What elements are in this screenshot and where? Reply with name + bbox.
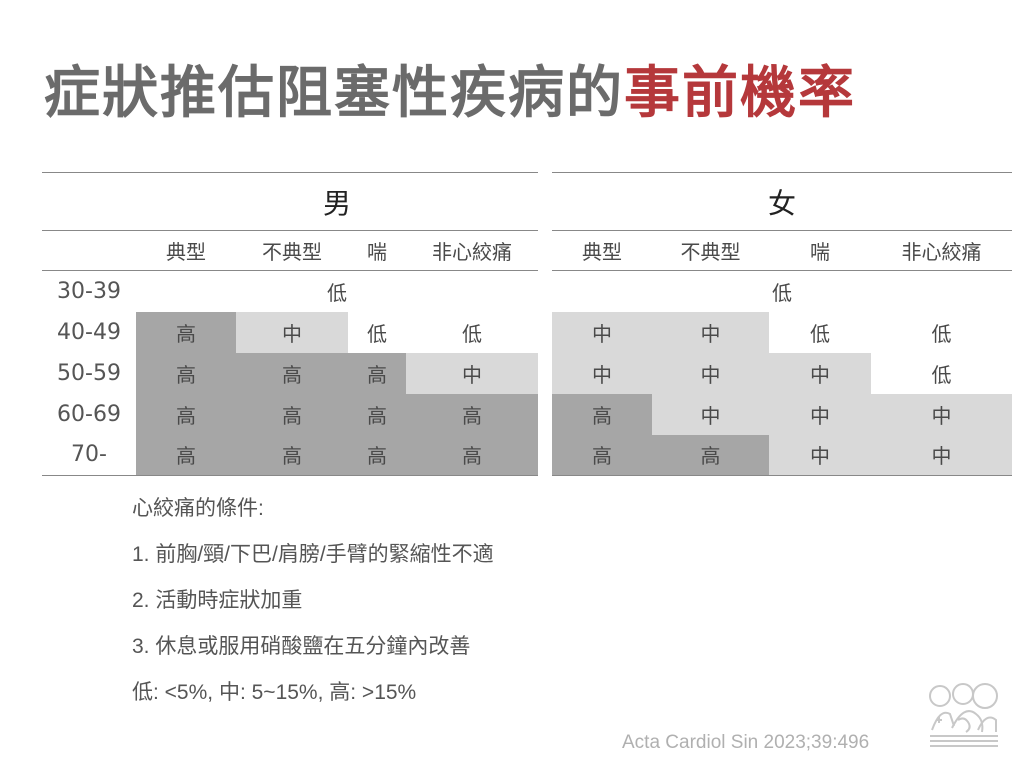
notes-item: 1. 前胸/頸/下巴/肩膀/手臂的緊縮性不適 <box>132 543 494 566</box>
male-column-row: 典型 不典型 喘 非心絞痛 <box>42 230 539 271</box>
table-row: 50-59 高 高 高 中 <box>42 352 539 394</box>
female-col-dyspnea: 喘 <box>769 230 871 271</box>
male-cell: 高 <box>136 393 236 435</box>
male-cell: 中 <box>406 352 539 394</box>
title-highlight: 事前機率 <box>624 61 856 126</box>
probability-legend: 低: <5%, 中: 5~15%, 高: >15% <box>132 681 417 704</box>
notes-item: 3. 休息或服用硝酸鹽在五分鐘內改善 <box>132 635 471 658</box>
male-table: 男 典型 不典型 喘 非心絞痛 30-39 低 40-49 高 中 低 低 50… <box>42 172 539 476</box>
female-cell: 中 <box>552 311 652 353</box>
age-label: 60-69 <box>57 401 121 427</box>
male-cell: 高 <box>136 434 236 476</box>
female-col-atypical: 不典型 <box>652 230 769 271</box>
male-col-nonanginal: 非心絞痛 <box>406 230 539 271</box>
male-column-spacer <box>42 230 136 271</box>
female-header: 女 <box>552 172 1013 231</box>
male-cell: 低 <box>462 321 482 346</box>
male-col-atypical: 不典型 <box>236 230 348 271</box>
table-row: 30-39 低 <box>42 271 538 312</box>
page-title: 症狀推估阻塞性疾病的事前機率 <box>44 54 1004 134</box>
female-cell: 中 <box>871 434 1013 476</box>
notes-heading: 心絞痛的條件: <box>132 497 264 520</box>
notes-item: 2. 活動時症狀加重 <box>132 589 303 612</box>
male-cell: 高 <box>236 352 348 394</box>
male-header: 男 <box>136 172 539 231</box>
female-col-typical: 典型 <box>552 230 652 271</box>
table-row: 70- 高 高 高 高 <box>42 434 539 476</box>
age-label: 50-59 <box>57 360 121 386</box>
table-row: 低 <box>552 271 1012 312</box>
male-col-typical: 典型 <box>136 230 236 271</box>
male-cell: 高 <box>406 393 539 435</box>
female-cell: 中 <box>652 311 769 353</box>
male-cell: 高 <box>236 434 348 476</box>
female-cell: 高 <box>652 434 769 476</box>
table-row: 中 中 低 低 <box>552 311 1012 353</box>
female-cell: 中 <box>769 393 871 435</box>
age-label: 70- <box>42 434 136 476</box>
table-row: 40-49 高 中 低 低 <box>42 311 538 353</box>
female-cell: 中 <box>552 352 652 394</box>
male-cell: 高 <box>136 311 236 353</box>
male-header-spacer <box>42 172 136 231</box>
female-cell: 中 <box>871 393 1013 435</box>
male-cell: 高 <box>236 393 348 435</box>
male-col-dyspnea: 喘 <box>348 230 406 271</box>
table-row: 高 高 中 中 <box>552 434 1013 476</box>
female-cell: 低 <box>931 362 952 387</box>
female-cell: 中 <box>652 352 769 394</box>
female-column-row: 典型 不典型 喘 非心絞痛 <box>552 230 1013 271</box>
medical-society-logo-icon <box>929 683 998 747</box>
male-cell: 中 <box>236 311 348 353</box>
age-label: 40-49 <box>57 319 121 345</box>
female-table: 女 典型 不典型 喘 非心絞痛 低 中 中 低 低 中 中 中 低 高 中 中 … <box>552 172 1013 476</box>
female-cell: 高 <box>552 434 652 476</box>
citation: Acta Cardiol Sin 2023;39:496 <box>622 732 870 753</box>
angina-criteria-notes: 心絞痛的條件: 1. 前胸/頸/下巴/肩膀/手臂的緊縮性不適 2. 活動時症狀加… <box>132 496 692 726</box>
table-row: 中 中 中 低 <box>552 352 1012 394</box>
male-cell: 高 <box>348 393 406 435</box>
female-cell: 低 <box>772 280 792 305</box>
female-cell: 中 <box>769 434 871 476</box>
male-cell: 高 <box>348 352 406 394</box>
male-header-row: 男 <box>42 172 539 231</box>
male-cell: 低 <box>327 280 347 305</box>
female-cell: 低 <box>931 321 952 346</box>
female-cell: 中 <box>652 393 769 435</box>
male-cell: 高 <box>406 434 539 476</box>
table-row: 高 中 中 中 <box>552 393 1013 435</box>
female-header-row: 女 <box>552 172 1013 231</box>
female-col-nonanginal: 非心絞痛 <box>871 230 1013 271</box>
female-cell: 低 <box>810 321 830 346</box>
female-cell: 高 <box>552 393 652 435</box>
female-cell: 中 <box>769 352 871 394</box>
table-row: 60-69 高 高 高 高 <box>42 393 539 435</box>
male-cell: 低 <box>367 321 387 346</box>
title-main: 症狀推估阻塞性疾病的 <box>44 61 624 126</box>
male-cell: 高 <box>348 434 406 476</box>
male-cell: 高 <box>136 352 236 394</box>
age-label: 30-39 <box>57 278 121 304</box>
